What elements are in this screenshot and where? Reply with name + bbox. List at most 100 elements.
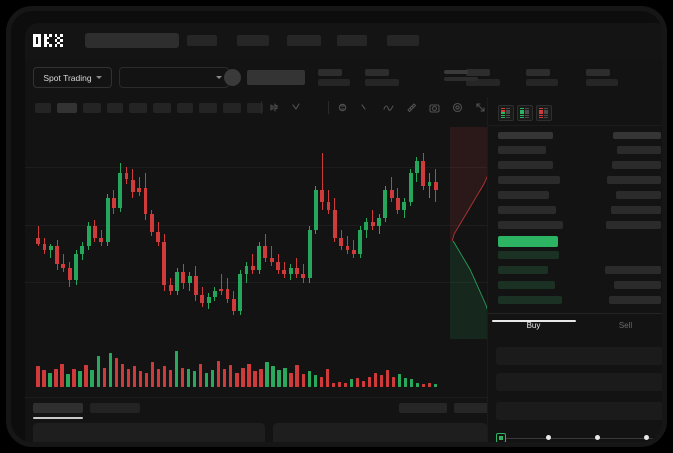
volume-histogram[interactable] bbox=[25, 339, 487, 397]
depth-view-bar bbox=[501, 116, 505, 119]
candle-18 bbox=[143, 119, 148, 339]
orderbook-row-11[interactable] bbox=[498, 296, 562, 304]
nav-item-1[interactable] bbox=[187, 35, 217, 46]
volume-bar-24 bbox=[174, 350, 179, 387]
tab-order-history[interactable] bbox=[90, 403, 140, 413]
candle-body bbox=[181, 272, 186, 283]
stepper-node-1[interactable] bbox=[546, 435, 551, 440]
candle-body bbox=[137, 187, 142, 192]
candle-body bbox=[124, 173, 129, 180]
active-tab-underline bbox=[33, 417, 83, 419]
depth-view-bar bbox=[525, 112, 529, 114]
volume-bar-53 bbox=[349, 379, 354, 387]
okx-logo[interactable] bbox=[33, 34, 77, 48]
interval-tab-2[interactable] bbox=[57, 103, 77, 113]
ruler-icon[interactable] bbox=[405, 101, 418, 114]
candle-6 bbox=[67, 119, 72, 339]
volume-bar-7 bbox=[72, 368, 76, 387]
orderbook-row-6-amount bbox=[606, 221, 661, 229]
trading-mode-select[interactable]: Spot Trading bbox=[33, 67, 112, 88]
depth-view-bids[interactable] bbox=[517, 105, 533, 121]
orderbook-row-10[interactable] bbox=[498, 281, 555, 289]
fullscreen-icon[interactable] bbox=[474, 101, 487, 114]
depth-view-bar bbox=[520, 114, 524, 116]
depth-view-bar bbox=[539, 114, 543, 116]
nav-item-3[interactable] bbox=[287, 35, 321, 46]
candle-33 bbox=[238, 119, 243, 339]
price-candlestick-chart[interactable] bbox=[25, 119, 503, 355]
stepper-node-0[interactable] bbox=[496, 433, 506, 442]
depth-view-bar bbox=[501, 114, 505, 116]
action-hide-other-pairs[interactable] bbox=[399, 403, 447, 413]
volume-bar-27 bbox=[192, 371, 197, 387]
candle-wick bbox=[37, 225, 39, 247]
volume-bar-20 bbox=[150, 362, 155, 387]
interval-tab-1[interactable] bbox=[35, 103, 51, 113]
orderbook-row-1[interactable] bbox=[498, 146, 546, 154]
panel-orders-right bbox=[273, 423, 487, 442]
orderbook-row-5[interactable] bbox=[498, 206, 556, 214]
interval-tab-3[interactable] bbox=[83, 103, 101, 113]
depth-view-both[interactable] bbox=[498, 105, 514, 121]
candle-wick bbox=[50, 244, 52, 259]
orderbook-row-2[interactable] bbox=[498, 161, 553, 169]
candle-wick bbox=[353, 240, 355, 259]
tab-buy-label: Buy bbox=[526, 321, 541, 330]
nav-item-2[interactable] bbox=[237, 35, 269, 46]
interval-tab-4[interactable] bbox=[107, 103, 123, 113]
action-cancel-all[interactable] bbox=[454, 403, 502, 413]
orderbook-row-3[interactable] bbox=[498, 176, 560, 184]
interval-tab-7[interactable] bbox=[177, 103, 193, 113]
candle-body bbox=[257, 246, 262, 271]
volume-bar-34 bbox=[235, 372, 239, 387]
line-chart-icon[interactable] bbox=[382, 101, 395, 114]
tab-open-orders[interactable] bbox=[33, 403, 83, 413]
nav-item-4[interactable] bbox=[337, 35, 367, 46]
candle-2 bbox=[42, 119, 47, 339]
depth-view-bar bbox=[544, 108, 548, 110]
stat-high-value bbox=[466, 79, 500, 86]
stat-change bbox=[365, 69, 399, 86]
orderbook-row-9[interactable] bbox=[498, 266, 548, 274]
volume-bar-9 bbox=[84, 364, 88, 387]
candlestick-icon[interactable] bbox=[268, 101, 281, 114]
candle-45 bbox=[313, 119, 318, 339]
field-price[interactable] bbox=[496, 373, 662, 391]
candle-wick bbox=[138, 177, 140, 196]
amount-percent-stepper[interactable] bbox=[496, 433, 662, 442]
candle-55 bbox=[377, 119, 381, 339]
pair-search-select[interactable] bbox=[119, 67, 229, 88]
depth-view-bar bbox=[520, 110, 524, 112]
nav-item-5[interactable] bbox=[387, 35, 419, 46]
candle-body bbox=[225, 288, 230, 299]
settings-gear-icon[interactable] bbox=[451, 101, 464, 114]
orderbook-row-6[interactable] bbox=[498, 221, 563, 229]
order-book[interactable] bbox=[488, 125, 662, 314]
volume-bar-42 bbox=[283, 367, 287, 387]
candle-47 bbox=[326, 119, 331, 339]
chart-type-icon[interactable] bbox=[291, 101, 304, 114]
field-amount[interactable] bbox=[496, 402, 662, 420]
field-order-type[interactable] bbox=[496, 347, 662, 365]
interval-tab-9[interactable] bbox=[223, 103, 241, 113]
orders-tabbar bbox=[25, 397, 502, 420]
candle-body bbox=[313, 189, 318, 230]
indicators-icon[interactable] bbox=[336, 101, 349, 114]
stepper-node-3[interactable] bbox=[644, 435, 649, 440]
depth-view-asks[interactable] bbox=[536, 105, 552, 121]
compare-icon[interactable] bbox=[359, 101, 372, 114]
interval-tab-8[interactable] bbox=[199, 103, 217, 113]
tab-buy[interactable]: Buy bbox=[488, 320, 579, 330]
header-search-field[interactable] bbox=[85, 33, 179, 48]
camera-icon[interactable] bbox=[428, 101, 441, 114]
interval-tab-10[interactable] bbox=[247, 103, 263, 113]
depth-view-bar bbox=[539, 108, 543, 110]
orderbook-row-7[interactable] bbox=[498, 236, 558, 247]
tab-sell[interactable]: Sell bbox=[580, 321, 662, 330]
orderbook-row-4[interactable] bbox=[498, 191, 549, 199]
interval-tab-6[interactable] bbox=[153, 103, 171, 113]
orderbook-row-8[interactable] bbox=[498, 251, 559, 259]
stepper-node-2[interactable] bbox=[595, 435, 600, 440]
interval-tab-5[interactable] bbox=[129, 103, 147, 113]
orderbook-row-2-amount bbox=[612, 161, 661, 169]
